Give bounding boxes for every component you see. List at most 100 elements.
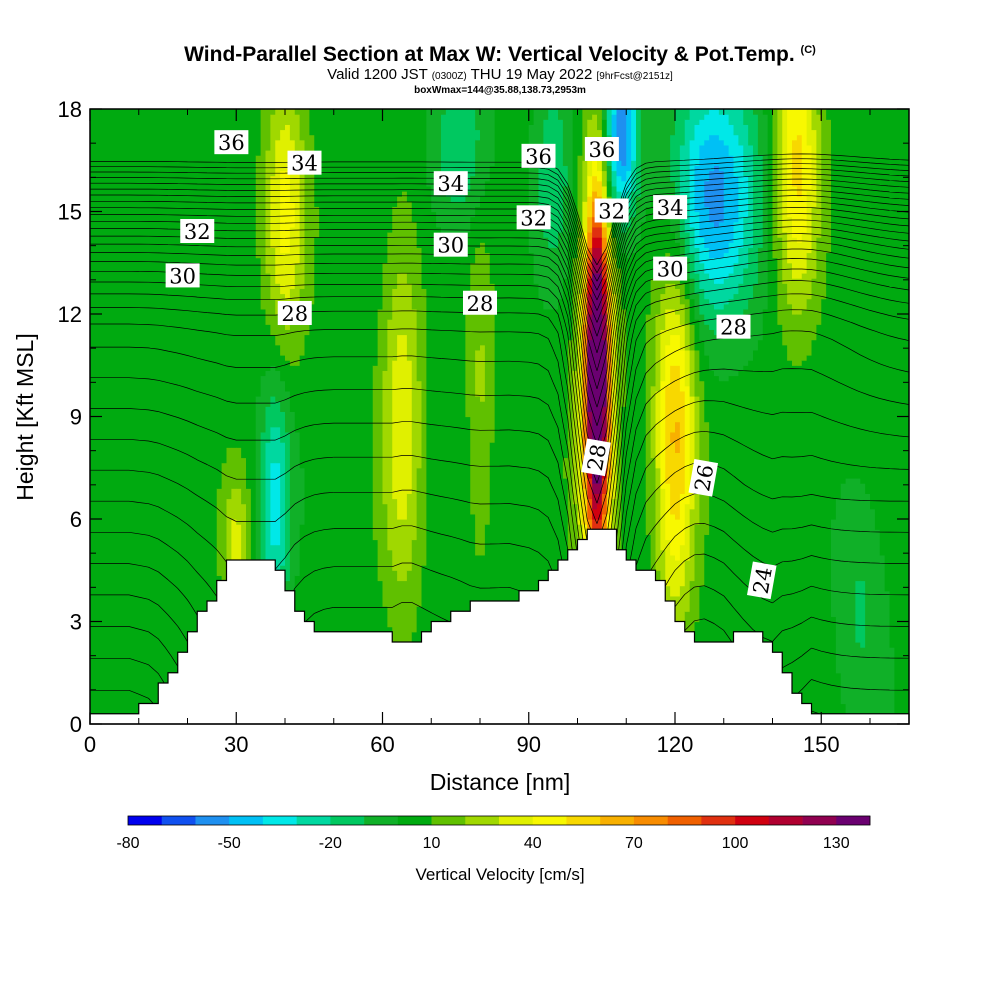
field-cell [280, 411, 286, 443]
field-cell [338, 109, 345, 724]
field-cell [562, 165, 569, 187]
field-cell [855, 109, 861, 479]
field-cell [363, 109, 369, 724]
field-cell [289, 226, 296, 289]
field-cell [796, 134, 803, 197]
field-cell [743, 267, 749, 310]
field-cell [704, 298, 710, 325]
field-cell [382, 370, 388, 505]
subtitle-utc: (0300Z) [431, 71, 467, 82]
field-cell [577, 293, 583, 525]
field-cell [294, 314, 301, 366]
field-cell [285, 360, 291, 392]
field-cell [470, 109, 476, 177]
field-cell [280, 252, 286, 295]
field-cell [587, 339, 593, 412]
colorbar-tick-label: 40 [524, 835, 542, 852]
field-cell [260, 375, 267, 433]
contour-labels: 36 34 32 30 28 34 30 28 36 32 36 32 34 30 28 28 26 24 [165, 130, 777, 600]
contour-label: 32 [180, 219, 215, 244]
field-cell [402, 273, 408, 336]
field-cell [801, 308, 808, 361]
field-cell [694, 293, 700, 320]
field-cell [679, 544, 686, 587]
field-cell [285, 252, 291, 300]
field-cell [460, 242, 466, 724]
contour-label: 32 [594, 198, 629, 224]
theta-contour-line [90, 153, 909, 266]
field-cell [587, 498, 593, 520]
field-cell [270, 114, 276, 177]
field-cell [411, 221, 418, 310]
field-cell [601, 119, 608, 151]
field-cell [587, 196, 593, 218]
field-cell [543, 109, 549, 120]
field-cell [558, 232, 564, 300]
field-cell [592, 257, 598, 274]
field-cell [631, 252, 637, 724]
field-cell [684, 560, 691, 612]
field-cell [694, 524, 700, 623]
field-cell [796, 314, 803, 366]
field-cell [416, 247, 423, 382]
field-cell [601, 493, 608, 515]
field-cell [406, 283, 413, 361]
field-cell [577, 109, 583, 156]
field-cell [860, 580, 866, 648]
field-cell [870, 109, 876, 510]
field-cell [587, 175, 593, 197]
field-cell [397, 580, 403, 648]
field-cell [884, 109, 891, 592]
field-cell [441, 175, 447, 238]
field-cell [597, 493, 603, 505]
field-cell [855, 478, 861, 582]
colorbar-swatch [296, 816, 331, 825]
field-cell [806, 109, 813, 146]
field-cell [177, 109, 184, 724]
colorbar-tick-label: -80 [116, 835, 139, 852]
field-cell [606, 437, 613, 479]
field-cell [757, 155, 764, 248]
field-cell [748, 298, 754, 361]
y-tick-label: 0 [70, 712, 82, 737]
field-cell [421, 288, 427, 566]
field-cell [714, 226, 720, 259]
field-cell [709, 109, 715, 136]
field-cell [821, 298, 827, 724]
field-cell [382, 109, 388, 264]
field-cell [601, 406, 608, 438]
field-cell [582, 324, 588, 448]
field-cell [207, 109, 213, 724]
field-cell [333, 109, 340, 724]
field-cell [592, 508, 598, 520]
field-cell [699, 339, 705, 382]
field-cell [767, 109, 774, 724]
field-cell [592, 273, 598, 484]
field-cell [743, 175, 749, 218]
field-cell [606, 109, 613, 136]
y-tick-label: 15 [58, 200, 82, 225]
contour-label-text: 28 [720, 316, 747, 340]
field-cell [592, 226, 598, 238]
field-cell [285, 390, 291, 433]
field-cell [816, 109, 822, 115]
field-cell [377, 308, 384, 582]
theta-contour-line [90, 178, 909, 311]
field-cell [548, 247, 554, 310]
field-cell [294, 262, 301, 315]
field-cell [289, 201, 296, 228]
contour-label: 36 [521, 143, 556, 169]
field-cell [889, 647, 895, 724]
field-cell [387, 319, 393, 551]
field-cell [592, 109, 598, 115]
field-cell [567, 339, 574, 576]
colorbar-swatch [600, 816, 635, 825]
field-cell [665, 385, 671, 484]
field-cell [587, 478, 593, 500]
field-cell [416, 467, 423, 607]
colorbar: -80 -50 -20 10 40 70 100 130 [116, 815, 871, 852]
field-cell [670, 554, 676, 597]
field-cell [319, 109, 325, 724]
field-cell [431, 109, 437, 213]
